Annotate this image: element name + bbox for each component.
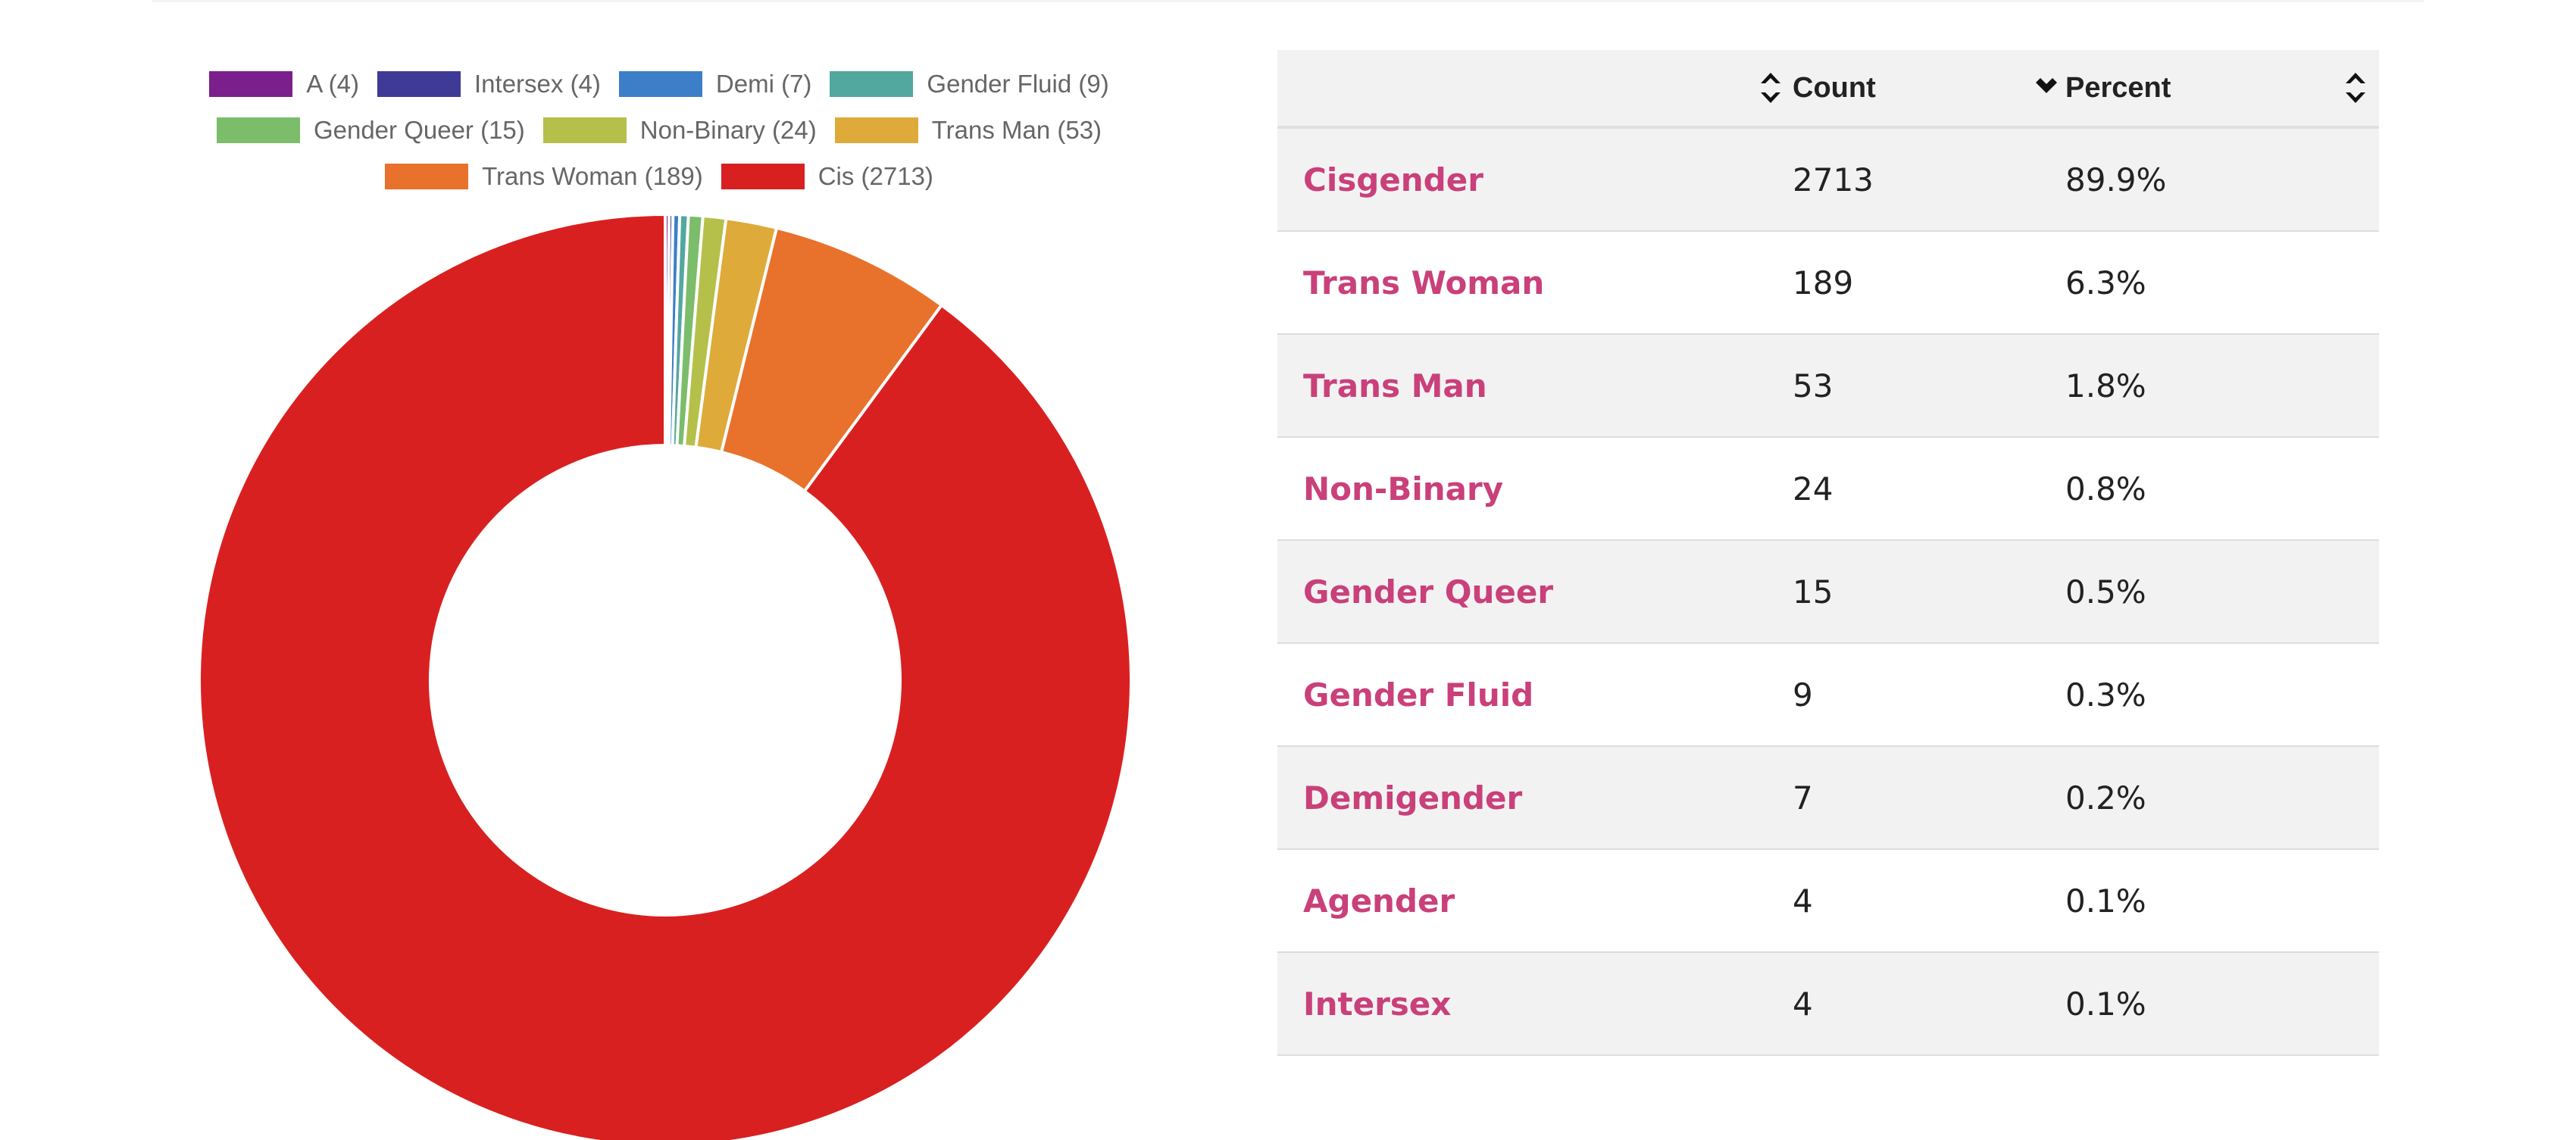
gender-table: Count Percent Cisgender 2713 89.9% Trans Wo… bbox=[1277, 50, 2379, 1056]
legend-label: Trans Man (53) bbox=[931, 115, 1102, 144]
row-name-link[interactable]: Agender bbox=[1277, 849, 1793, 953]
row-count: 189 bbox=[1793, 231, 2065, 335]
table-row: Trans Woman 189 6.3% bbox=[1277, 231, 2379, 335]
legend-swatch bbox=[209, 70, 293, 97]
row-percent: 6.3% bbox=[2065, 231, 2379, 335]
legend-label: Demi (7) bbox=[715, 69, 812, 98]
table-row: Gender Queer 15 0.5% bbox=[1277, 540, 2379, 644]
column-header-name[interactable] bbox=[1277, 50, 1793, 129]
column-header-percent[interactable]: Percent bbox=[2065, 50, 2379, 129]
legend-swatch bbox=[385, 163, 469, 189]
row-percent: 0.2% bbox=[2065, 746, 2379, 850]
row-count: 53 bbox=[1793, 334, 2065, 438]
column-header-count-label: Count bbox=[1793, 71, 1876, 104]
row-percent: 0.8% bbox=[2065, 437, 2379, 541]
donut-slice[interactable] bbox=[197, 212, 1133, 1140]
legend-swatch bbox=[721, 163, 805, 189]
legend-label: Gender Fluid (9) bbox=[927, 69, 1109, 98]
top-divider bbox=[152, 0, 2424, 2]
sort-both-icon[interactable] bbox=[2343, 70, 2368, 105]
legend-label: Trans Woman (189) bbox=[482, 161, 703, 190]
table-row: Intersex 4 0.1% bbox=[1277, 952, 2379, 1056]
column-header-count[interactable]: Count bbox=[1793, 50, 2065, 129]
row-name-link[interactable]: Non-Binary bbox=[1277, 437, 1793, 541]
row-name-link[interactable]: Gender Fluid bbox=[1277, 643, 1793, 747]
legend-swatch bbox=[618, 70, 702, 97]
chart-legend: A (4) Intersex (4) Demi (7) Gender Fluid (9… bbox=[167, 61, 1152, 199]
donut-chart bbox=[197, 212, 1133, 1140]
row-count: 15 bbox=[1793, 540, 2065, 644]
legend-label: Cis (2713) bbox=[818, 161, 933, 190]
table-header-row: Count Percent bbox=[1277, 50, 2379, 129]
row-count: 24 bbox=[1793, 437, 2065, 541]
table-row: Cisgender 2713 89.9% bbox=[1277, 127, 2379, 232]
sort-both-icon[interactable] bbox=[1758, 70, 1784, 105]
row-percent: 0.1% bbox=[2065, 952, 2379, 1056]
row-percent: 0.3% bbox=[2065, 643, 2379, 747]
legend-label: Gender Queer (15) bbox=[313, 115, 525, 144]
legend-item[interactable]: Trans Man (53) bbox=[834, 115, 1102, 145]
legend-label: Intersex (4) bbox=[474, 69, 601, 98]
row-percent: 0.5% bbox=[2065, 540, 2379, 644]
legend-swatch bbox=[377, 70, 461, 97]
legend-item[interactable]: A (4) bbox=[209, 70, 359, 98]
row-count: 4 bbox=[1793, 952, 2065, 1056]
legend-swatch bbox=[216, 117, 300, 143]
table-row: Gender Fluid 9 0.3% bbox=[1277, 643, 2379, 747]
row-name-link[interactable]: Trans Man bbox=[1277, 334, 1793, 438]
row-name-link[interactable]: Gender Queer bbox=[1277, 540, 1793, 644]
legend-label: A (4) bbox=[306, 69, 360, 98]
legend-item[interactable]: Gender Fluid (9) bbox=[830, 69, 1109, 98]
row-count: 2713 bbox=[1793, 127, 2065, 232]
table-row: Demigender 7 0.2% bbox=[1277, 746, 2379, 850]
row-name-link[interactable]: Demigender bbox=[1277, 746, 1793, 850]
legend-item[interactable]: Trans Woman (189) bbox=[385, 162, 703, 191]
legend-item[interactable]: Non-Binary (24) bbox=[542, 115, 817, 145]
legend-item[interactable]: Intersex (4) bbox=[377, 70, 601, 98]
row-count: 4 bbox=[1793, 849, 2065, 953]
legend-label: Non-Binary (24) bbox=[639, 115, 817, 144]
legend-row: Gender Queer (15) Non-Binary (24) Trans Ma… bbox=[167, 107, 1152, 153]
row-count: 9 bbox=[1793, 643, 2065, 747]
row-percent: 1.8% bbox=[2065, 334, 2379, 438]
legend-row: Trans Woman (189) Cis (2713) bbox=[167, 153, 1152, 199]
legend-item[interactable]: Cis (2713) bbox=[721, 162, 933, 191]
legend-row: A (4) Intersex (4) Demi (7) Gender Fluid (9… bbox=[167, 61, 1152, 107]
table-body: Cisgender 2713 89.9% Trans Woman 189 6.3% Tran… bbox=[1277, 127, 2379, 1056]
legend-item[interactable]: Gender Queer (15) bbox=[216, 115, 525, 145]
row-name-link[interactable]: Intersex bbox=[1277, 952, 1793, 1056]
sort-desc-icon[interactable] bbox=[2034, 70, 2059, 105]
table-row: Non-Binary 24 0.8% bbox=[1277, 437, 2379, 541]
column-header-percent-label: Percent bbox=[2065, 71, 2171, 104]
table-row: Trans Man 53 1.8% bbox=[1277, 334, 2379, 438]
table-row: Agender 4 0.1% bbox=[1277, 849, 2379, 953]
legend-item[interactable]: Demi (7) bbox=[618, 69, 812, 98]
legend-swatch bbox=[834, 117, 918, 143]
row-percent: 0.1% bbox=[2065, 849, 2379, 953]
row-count: 7 bbox=[1793, 746, 2065, 850]
row-percent: 89.9% bbox=[2065, 127, 2379, 232]
row-name-link[interactable]: Cisgender bbox=[1277, 127, 1793, 232]
legend-swatch bbox=[830, 70, 914, 97]
legend-swatch bbox=[542, 117, 627, 143]
row-name-link[interactable]: Trans Woman bbox=[1277, 231, 1793, 335]
